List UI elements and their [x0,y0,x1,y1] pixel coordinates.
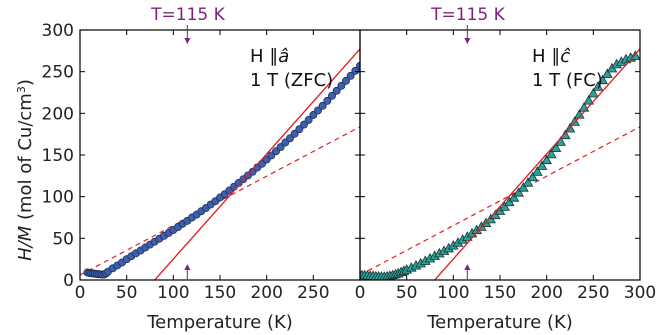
x-tick-label: 200 [250,283,282,303]
right-panel: 0 50 100 150 200 250 300 [355,25,656,303]
data-point [346,71,355,80]
fit-line-solid-overlay [154,48,360,280]
bottom-arrow-head [464,264,471,270]
data-point [513,187,524,197]
field-prefix-right: H ∥ [532,46,560,67]
top-annotation-right: T=115 K [430,5,505,25]
y-tick-label: 200 [42,104,74,124]
data-point [592,81,604,91]
plot-area-left [80,48,360,280]
data-point [286,134,294,143]
data-point [546,148,557,159]
data-point [518,182,529,192]
data-point [532,166,543,176]
y-axis-title: H/M (mol of Cu/cm3) [15,79,37,261]
data-point [588,87,599,98]
field-prefix-left: H ∥ [250,46,278,67]
x-tick-label: 50 [116,283,138,303]
x-tick-label: 0 [355,283,366,303]
x-tick-label: 300 [624,283,656,303]
ylabel-sup: 3 [15,86,28,93]
data-point [290,129,299,138]
plot-frame [359,29,641,281]
x-axis-title-right: Temperature (K) [426,312,573,333]
field-annotation-right: H ∥ĉ [532,46,570,67]
fit-line-solid-overlay [434,48,640,280]
data-point [295,125,304,134]
data-point [304,116,313,124]
plot-area-right [360,48,640,280]
field-symbol-left: â [278,46,289,67]
data-point [328,91,336,100]
y-tick-label: 0 [63,271,74,291]
top-arrow-head [464,38,471,44]
y-tick-label: 150 [42,146,74,166]
data-point [499,201,510,211]
data-point [550,142,562,152]
data-point [522,177,534,187]
data-point [527,171,538,182]
x-tick-label: 150 [484,283,516,303]
y-tick-label: 250 [42,63,74,83]
fit-line-dashed [80,126,360,276]
data-point [332,86,341,95]
data-point [602,68,613,78]
y-tick-label: 300 [42,21,74,41]
condition-annotation-right: 1 T (FC) [532,70,603,91]
y-tick-label: 100 [42,188,74,208]
plot-frame [79,29,361,281]
x-tick-label: 100 [437,283,469,303]
data-point [541,154,552,165]
x-tick-label: 250 [297,283,329,303]
bottom-arrow-head [184,264,191,270]
ylabel-suffix: (mol of Cu/cm [15,93,36,226]
data-point [314,106,322,115]
data-point [583,94,594,105]
data-point [536,160,548,170]
y-tick-label: 50 [52,229,74,249]
x-tick-label: 150 [204,283,236,303]
left-panel: 0 50 100 150 200 250 0 50 100 150 200 250 300 [42,21,361,303]
ylabel-prefix: H/M [15,225,36,261]
condition-annotation-left: 1 T (ZFC) [250,70,333,91]
ylabel-close: ) [15,79,36,86]
x-tick-label: 50 [396,283,418,303]
x-tick-label: 100 [157,283,189,303]
top-annotation-left: T=115 K [150,5,225,25]
data-point [597,74,608,85]
data-point [504,196,515,207]
data-point [309,111,318,119]
fit-line-dashed [360,126,640,276]
data-point [300,120,308,129]
data-point [318,101,327,110]
x-tick-label: 0 [75,283,86,303]
field-annotation-left: H ∥â [250,46,289,67]
data-point [560,129,571,140]
svg-text:H/M (mol of Cu/cm3): H/M (mol of Cu/cm3) [15,79,37,261]
x-axis-title-left: Temperature (K) [146,312,293,333]
x-tick-label: 200 [530,283,562,303]
data-point [323,96,332,105]
data-point [351,66,360,75]
field-symbol-right: ĉ [560,46,570,67]
data-point [569,116,580,126]
data-point [342,76,350,85]
data-point [508,192,520,202]
x-tick-label: 250 [577,283,609,303]
data-point [276,143,285,152]
top-arrow-head [184,38,191,44]
data-point [337,81,346,90]
